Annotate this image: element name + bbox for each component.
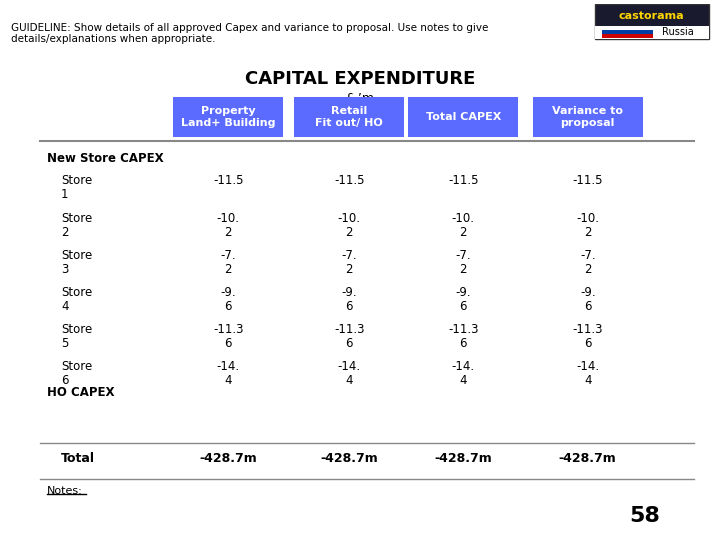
Text: -7.
2: -7. 2 xyxy=(455,249,471,276)
Text: -14.
4: -14. 4 xyxy=(217,360,240,387)
FancyBboxPatch shape xyxy=(595,4,708,39)
Text: Store
3: Store 3 xyxy=(61,249,92,276)
FancyBboxPatch shape xyxy=(174,97,284,137)
Text: -9.
6: -9. 6 xyxy=(341,286,357,313)
Text: -428.7m: -428.7m xyxy=(559,452,616,465)
Text: Store
5: Store 5 xyxy=(61,323,92,350)
Text: -428.7m: -428.7m xyxy=(434,452,492,465)
Text: GUIDELINE: Show details of all approved Capex and variance to proposal. Use note: GUIDELINE: Show details of all approved … xyxy=(12,23,489,44)
Text: CAPITAL EXPENDITURE: CAPITAL EXPENDITURE xyxy=(245,70,475,87)
FancyBboxPatch shape xyxy=(294,97,405,137)
Text: -10.
2: -10. 2 xyxy=(451,212,474,239)
Text: -11.5: -11.5 xyxy=(334,174,364,187)
Text: -7.
2: -7. 2 xyxy=(580,249,595,276)
Text: Total CAPEX: Total CAPEX xyxy=(426,112,501,122)
Text: -9.
6: -9. 6 xyxy=(220,286,236,313)
FancyBboxPatch shape xyxy=(602,30,653,34)
Text: Store
1: Store 1 xyxy=(61,174,92,201)
FancyBboxPatch shape xyxy=(408,97,518,137)
Text: Store
6: Store 6 xyxy=(61,360,92,387)
Text: -14.
4: -14. 4 xyxy=(451,360,474,387)
Text: -10.
2: -10. 2 xyxy=(338,212,361,239)
Text: -11.3
6: -11.3 6 xyxy=(213,323,243,350)
Text: £ ’m: £ ’m xyxy=(346,92,374,105)
Text: Notes:: Notes: xyxy=(47,485,83,496)
Text: -428.7m: -428.7m xyxy=(199,452,257,465)
Text: -428.7m: -428.7m xyxy=(320,452,378,465)
Text: New Store CAPEX: New Store CAPEX xyxy=(47,152,163,165)
FancyBboxPatch shape xyxy=(533,97,643,137)
Text: Store
2: Store 2 xyxy=(61,212,92,239)
FancyBboxPatch shape xyxy=(602,34,653,38)
Text: -7.
2: -7. 2 xyxy=(341,249,357,276)
Text: -11.5: -11.5 xyxy=(213,174,243,187)
Text: -11.5: -11.5 xyxy=(448,174,479,187)
Text: -10.
2: -10. 2 xyxy=(576,212,599,239)
Text: castorama: castorama xyxy=(619,11,685,21)
Text: 58: 58 xyxy=(629,505,660,525)
Text: Russia: Russia xyxy=(662,27,694,37)
Text: HO CAPEX: HO CAPEX xyxy=(47,386,114,399)
Text: Total: Total xyxy=(61,452,95,465)
FancyBboxPatch shape xyxy=(595,25,708,39)
Text: -11.3
6: -11.3 6 xyxy=(448,323,479,350)
Text: -9.
6: -9. 6 xyxy=(455,286,471,313)
Text: -10.
2: -10. 2 xyxy=(217,212,240,239)
Text: Property
Land+ Building: Property Land+ Building xyxy=(181,106,276,129)
Text: -14.
4: -14. 4 xyxy=(576,360,599,387)
Text: Store
4: Store 4 xyxy=(61,286,92,313)
Text: -11.3
6: -11.3 6 xyxy=(572,323,603,350)
Text: -14.
4: -14. 4 xyxy=(338,360,361,387)
Text: Retail
Fit out/ HO: Retail Fit out/ HO xyxy=(315,106,383,129)
Text: -11.3
6: -11.3 6 xyxy=(334,323,364,350)
Text: -9.
6: -9. 6 xyxy=(580,286,595,313)
Text: -11.5: -11.5 xyxy=(572,174,603,187)
Text: -7.
2: -7. 2 xyxy=(220,249,236,276)
Text: Variance to
proposal: Variance to proposal xyxy=(552,106,624,129)
FancyBboxPatch shape xyxy=(602,26,653,30)
